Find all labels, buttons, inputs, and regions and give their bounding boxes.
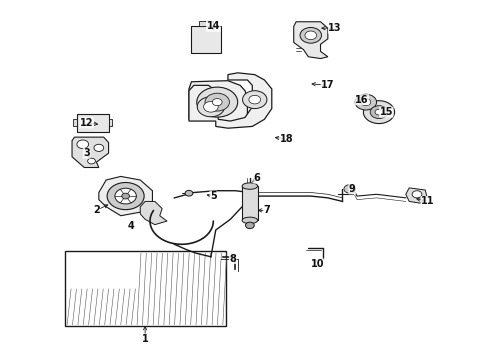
Polygon shape	[406, 188, 427, 203]
Circle shape	[88, 158, 96, 164]
Text: 5: 5	[210, 191, 217, 201]
Circle shape	[203, 102, 218, 112]
Text: 1: 1	[142, 334, 148, 344]
Circle shape	[243, 91, 267, 109]
Polygon shape	[189, 73, 272, 128]
Text: 10: 10	[311, 259, 325, 269]
Circle shape	[77, 140, 89, 149]
Bar	[109, 119, 113, 126]
Text: 15: 15	[380, 107, 393, 117]
Circle shape	[197, 97, 224, 117]
Circle shape	[412, 191, 422, 198]
Text: 9: 9	[349, 184, 356, 194]
Polygon shape	[189, 81, 247, 126]
Circle shape	[94, 144, 104, 152]
Circle shape	[245, 222, 254, 229]
Circle shape	[185, 190, 193, 196]
Text: 12: 12	[80, 118, 94, 128]
Circle shape	[122, 193, 129, 199]
Bar	[77, 114, 109, 132]
Text: 17: 17	[321, 80, 335, 90]
Circle shape	[197, 87, 238, 117]
Text: 4: 4	[127, 221, 134, 231]
Circle shape	[115, 188, 136, 204]
Circle shape	[361, 99, 371, 106]
Text: 7: 7	[264, 205, 270, 215]
Circle shape	[212, 99, 222, 106]
Text: 18: 18	[280, 134, 293, 144]
Bar	[73, 119, 77, 126]
Circle shape	[355, 94, 376, 110]
Circle shape	[370, 106, 388, 118]
Ellipse shape	[242, 217, 258, 224]
Text: 2: 2	[93, 205, 100, 215]
Polygon shape	[99, 176, 152, 216]
Text: 6: 6	[254, 173, 261, 183]
Polygon shape	[140, 202, 167, 225]
Polygon shape	[294, 22, 328, 59]
Text: 11: 11	[421, 197, 435, 206]
Text: 13: 13	[328, 23, 342, 33]
Circle shape	[305, 31, 317, 40]
Text: 16: 16	[355, 95, 368, 105]
Circle shape	[364, 101, 394, 123]
Bar	[199, 21, 213, 26]
Bar	[242, 186, 258, 220]
Bar	[192, 26, 220, 53]
Ellipse shape	[242, 183, 258, 189]
Circle shape	[205, 93, 229, 111]
Circle shape	[249, 95, 261, 104]
Circle shape	[344, 185, 356, 193]
Circle shape	[300, 27, 321, 43]
Text: 14: 14	[207, 21, 220, 31]
Text: 3: 3	[83, 148, 90, 158]
Polygon shape	[72, 137, 109, 167]
Circle shape	[107, 183, 144, 210]
Circle shape	[375, 109, 383, 115]
Bar	[65, 251, 225, 327]
Text: 8: 8	[229, 253, 236, 264]
